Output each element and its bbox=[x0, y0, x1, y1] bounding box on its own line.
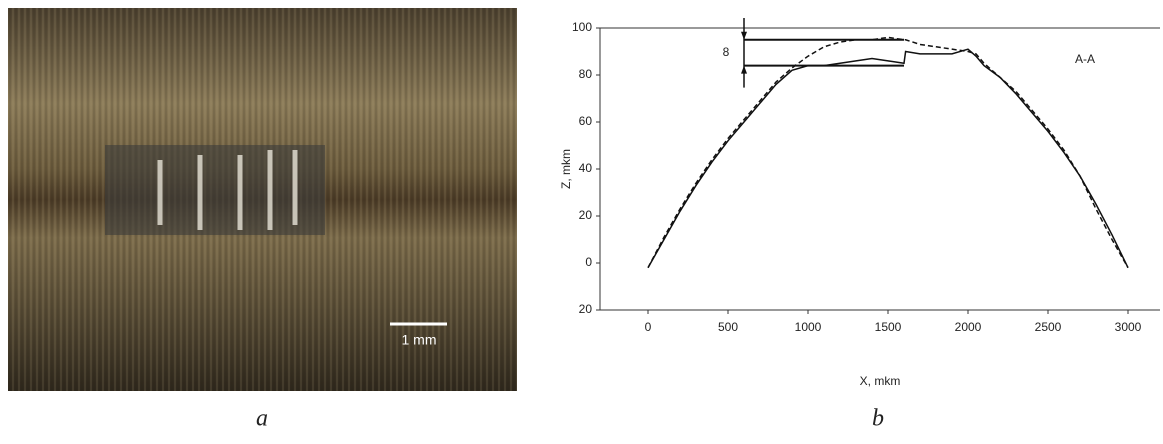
y-tick-label: 20 bbox=[579, 208, 593, 222]
y-tick-label: 80 bbox=[579, 67, 593, 81]
y-tick-label: 0 bbox=[585, 255, 592, 269]
scale-label: 1 mm bbox=[402, 332, 437, 348]
y-tick-label: 40 bbox=[579, 161, 593, 175]
panel-label: a bbox=[256, 406, 268, 432]
x-tick-label: 3000 bbox=[1115, 320, 1142, 334]
x-axis-label: X, mkm bbox=[860, 374, 901, 388]
x-tick-label: 1500 bbox=[875, 320, 902, 334]
y-axis-label: Z, mkm bbox=[559, 149, 573, 189]
y-tick-label: 20 bbox=[579, 302, 593, 316]
photo: 1 mm bbox=[8, 8, 517, 391]
y-tick-label: 60 bbox=[579, 114, 593, 128]
panel-label: b bbox=[872, 406, 884, 432]
x-tick-label: 500 bbox=[718, 320, 738, 334]
annotation: A-A bbox=[1075, 52, 1095, 66]
x-tick-label: 2500 bbox=[1035, 320, 1062, 334]
x-tick-label: 1000 bbox=[795, 320, 822, 334]
x-tick-label: 0 bbox=[645, 320, 652, 334]
profile-line bbox=[647, 48, 1129, 269]
arrowhead bbox=[741, 65, 747, 74]
profile-line bbox=[647, 36, 1129, 269]
arrowhead bbox=[741, 31, 747, 40]
x-tick-label: 2000 bbox=[955, 320, 982, 334]
y-tick-label: 100 bbox=[572, 20, 592, 34]
dimension-label: 8 bbox=[723, 45, 730, 59]
